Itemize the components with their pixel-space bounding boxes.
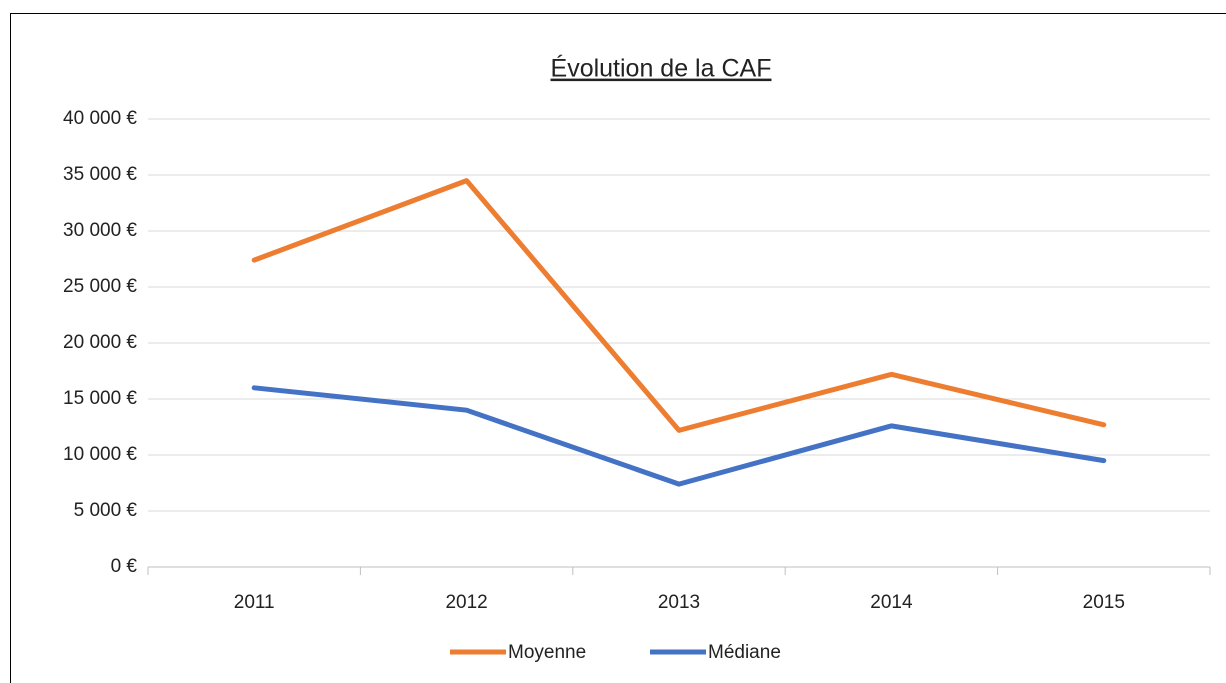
x-tick-label: 2015 <box>1083 592 1125 613</box>
x-tick-label: 2014 <box>870 592 913 613</box>
legend-label: Médiane <box>708 642 781 663</box>
y-tick-label: 35 000 € <box>63 164 137 185</box>
series-line <box>251 178 1107 433</box>
y-tick-label: 15 000 € <box>63 388 137 409</box>
y-tick-label: 5 000 € <box>74 500 138 521</box>
chart-border <box>10 13 1226 683</box>
x-tick-label: 2012 <box>445 592 487 613</box>
legend-label: Moyenne <box>508 642 586 663</box>
y-tick-label: 20 000 € <box>63 332 137 353</box>
series-line <box>251 385 1107 487</box>
x-tick-label: 2011 <box>234 592 275 613</box>
y-tick-label: 30 000 € <box>63 220 137 241</box>
x-tick-label: 2013 <box>658 592 700 613</box>
y-tick-label: 10 000 € <box>63 444 137 465</box>
chart-title: Évolution de la CAF <box>551 54 772 83</box>
y-tick-label: 0 € <box>111 556 138 577</box>
y-tick-label: 25 000 € <box>63 276 137 297</box>
y-tick-label: 40 000 € <box>63 108 137 129</box>
